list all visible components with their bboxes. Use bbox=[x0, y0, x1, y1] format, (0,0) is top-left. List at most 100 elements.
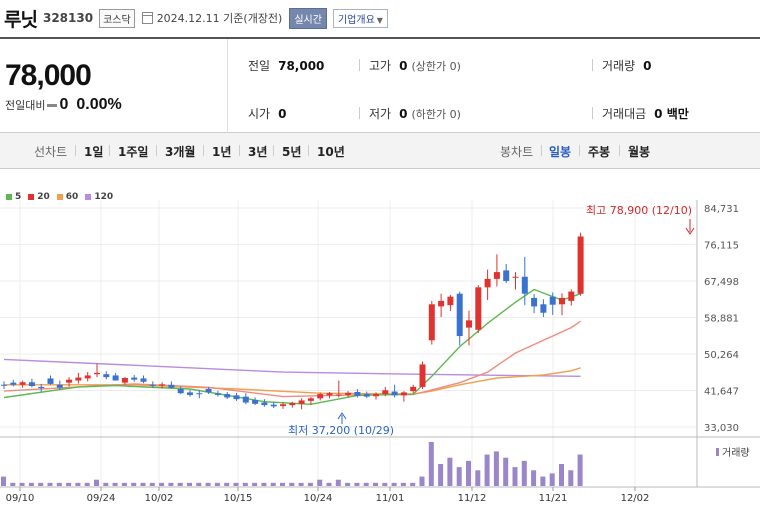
stock-name: 루닛 bbox=[4, 8, 38, 31]
candle-down bbox=[224, 394, 231, 398]
candle-up bbox=[326, 393, 333, 396]
volume-bar bbox=[428, 442, 434, 486]
period-tab-5y[interactable]: 5년 bbox=[282, 145, 302, 159]
candle-down bbox=[549, 296, 556, 305]
volume-bar bbox=[112, 482, 118, 486]
candle-up bbox=[577, 236, 584, 294]
change-value: 0 bbox=[59, 96, 69, 113]
candle-up bbox=[280, 404, 286, 406]
period-tab-1y[interactable]: 1년 bbox=[212, 145, 232, 159]
open-stat: 시가 0 bbox=[248, 105, 286, 122]
volume-bar bbox=[66, 482, 72, 486]
x-tick-label: 11/12 bbox=[458, 493, 487, 504]
volume-bar bbox=[475, 470, 481, 486]
calendar-icon bbox=[141, 12, 153, 24]
volume-bar bbox=[335, 479, 341, 486]
volume-bar bbox=[233, 482, 239, 486]
candle-up bbox=[307, 398, 314, 401]
volume-bar bbox=[549, 473, 555, 486]
open-label: 시가 bbox=[248, 107, 271, 121]
volume-bar bbox=[270, 482, 276, 486]
candle-down bbox=[177, 389, 184, 394]
change-percent: 0.00% bbox=[76, 96, 122, 113]
period-tab-3y[interactable]: 3년 bbox=[248, 145, 268, 159]
candle-down bbox=[187, 392, 193, 395]
volume-bar bbox=[447, 457, 453, 486]
volume-bar bbox=[540, 476, 546, 486]
candle-up bbox=[84, 375, 91, 379]
realtime-button[interactable]: 실시간 bbox=[289, 7, 327, 29]
candle-up bbox=[419, 364, 426, 387]
volume-bar bbox=[10, 482, 16, 486]
high-arrow-head bbox=[685, 227, 695, 235]
candle-down bbox=[140, 378, 147, 382]
candle-up bbox=[559, 297, 565, 305]
divider bbox=[592, 59, 593, 71]
candle-down bbox=[205, 389, 212, 393]
chevron-down-icon: ▼ bbox=[376, 15, 383, 25]
amount-stat: 거래대금 0 백만 bbox=[602, 105, 689, 122]
period-tab-1d[interactable]: 1일 bbox=[84, 145, 104, 159]
volume-bar bbox=[363, 482, 369, 486]
candle-up bbox=[512, 276, 519, 278]
volume-bar bbox=[568, 470, 574, 486]
x-tick-label: 10/15 bbox=[224, 493, 253, 504]
volume-bar bbox=[187, 482, 192, 486]
period-tab-3m[interactable]: 3개월 bbox=[165, 145, 196, 159]
ma5-line bbox=[3, 288, 581, 406]
volume-bar bbox=[307, 482, 313, 486]
divider bbox=[592, 107, 593, 119]
candle-up bbox=[382, 390, 389, 395]
change-label: 전일대비 bbox=[5, 99, 46, 112]
x-tick-label: 10/24 bbox=[304, 493, 333, 504]
candle-tab-monthly[interactable]: 월봉 bbox=[628, 145, 651, 159]
candle-down bbox=[28, 382, 35, 387]
x-tick-label: 10/02 bbox=[145, 493, 174, 504]
volume-bar bbox=[196, 482, 202, 486]
legend-swatch bbox=[85, 194, 92, 200]
legend-label: 60 bbox=[65, 192, 79, 202]
candle-down bbox=[363, 394, 370, 397]
chart-legend: 5 20 60 120 bbox=[6, 192, 120, 202]
candle-up bbox=[493, 272, 500, 279]
divider bbox=[359, 59, 360, 71]
candle-down bbox=[56, 384, 63, 388]
lower-limit: (하한가 0) bbox=[411, 108, 461, 121]
price-chart[interactable]: 5 20 60 120 84,731 76,115 67,498 58,881 50,2… bbox=[0, 170, 760, 510]
volume-value: 0 bbox=[643, 59, 652, 73]
volume-bar bbox=[47, 482, 53, 486]
quote-date: 2024.12.11 기준(개장전) bbox=[156, 12, 283, 25]
divider bbox=[359, 107, 360, 119]
volume-bar bbox=[317, 479, 323, 486]
open-value: 0 bbox=[278, 107, 287, 121]
volume-bar bbox=[400, 482, 406, 486]
candle-up bbox=[447, 296, 454, 306]
candle-up bbox=[484, 278, 491, 288]
company-overview-button[interactable]: 기업개요 ▼ bbox=[332, 8, 388, 28]
period-tab-10y[interactable]: 10년 bbox=[317, 145, 345, 159]
volume-bar bbox=[75, 482, 81, 486]
high-label: 고가 bbox=[369, 59, 392, 73]
candle-down bbox=[149, 384, 156, 386]
low-label: 저가 bbox=[369, 107, 392, 121]
candle-up bbox=[373, 394, 379, 397]
price-block: 78,000 전일대비 0 0.00% bbox=[0, 39, 228, 134]
volume-bar bbox=[512, 467, 518, 486]
amount-value: 0 백만 bbox=[654, 107, 689, 121]
candle-tab-daily[interactable]: 일봉 bbox=[549, 145, 572, 159]
x-tick-label: 11/21 bbox=[539, 493, 568, 504]
y-tick-label: 58,881 bbox=[704, 314, 739, 325]
candle-up bbox=[121, 377, 128, 383]
volume-bar bbox=[140, 482, 146, 486]
candle-tab-weekly[interactable]: 주봉 bbox=[588, 145, 611, 159]
low-arrow-head bbox=[337, 412, 347, 420]
quote-panel: 78,000 전일대비 0 0.00% 전일 78,000 고가 0 (상한가 … bbox=[0, 37, 760, 134]
period-tab-1w[interactable]: 1주일 bbox=[118, 145, 149, 159]
legend-item-ma120: 120 bbox=[85, 192, 113, 202]
x-tick-label: 09/10 bbox=[6, 493, 35, 504]
candle-up bbox=[428, 304, 435, 341]
legend-swatch bbox=[28, 194, 35, 200]
legend-item-ma20: 20 bbox=[28, 192, 50, 202]
volume-bar bbox=[242, 482, 248, 486]
divider bbox=[308, 145, 309, 156]
